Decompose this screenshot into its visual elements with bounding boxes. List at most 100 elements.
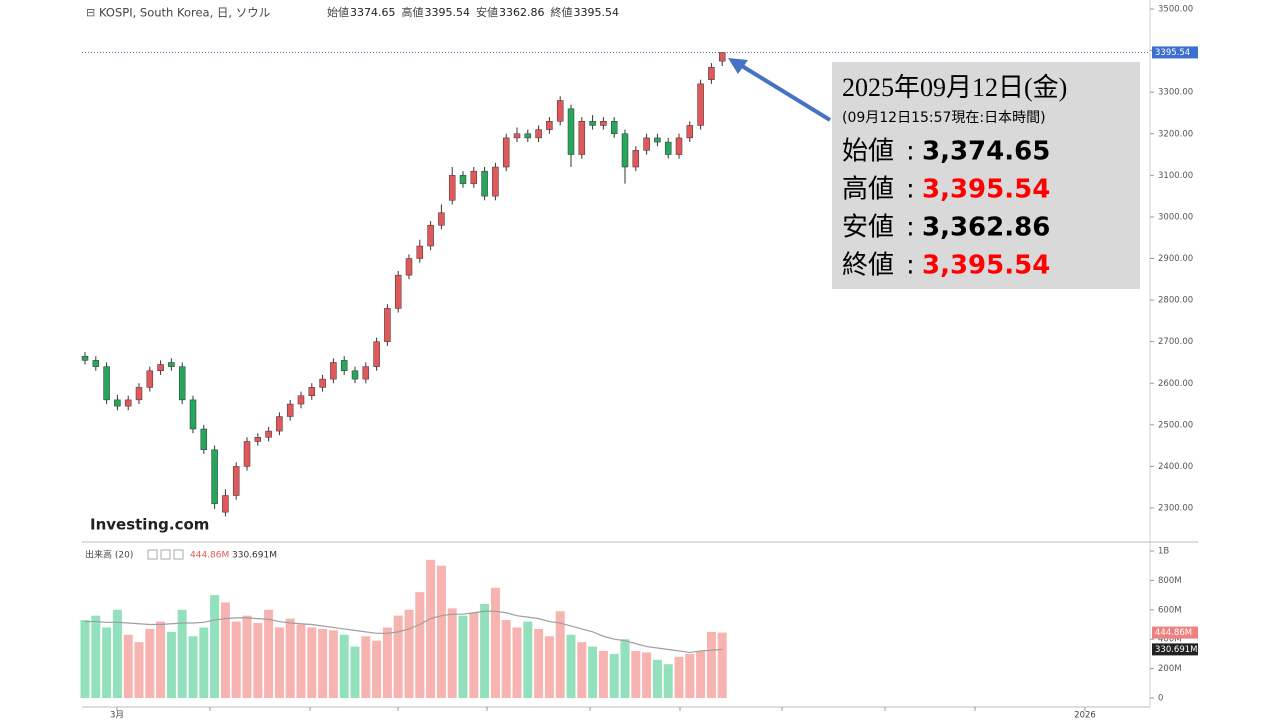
volume-bar xyxy=(102,627,112,698)
candle-body xyxy=(362,366,370,380)
volume-bar xyxy=(447,608,457,698)
candle-body xyxy=(276,416,283,432)
candle-body xyxy=(535,129,542,139)
annotation-sep: : xyxy=(906,213,915,243)
volume-tick-label: 800M xyxy=(1158,576,1182,586)
chart-title: KOSPI, South Korea, 日, ソウル xyxy=(99,6,270,20)
candle-body xyxy=(92,360,100,367)
watermark: Investing.com xyxy=(90,516,209,534)
volume-bar xyxy=(210,595,220,698)
candle-body xyxy=(114,399,121,407)
candle-body xyxy=(664,141,672,155)
candle-body xyxy=(643,137,650,151)
candle-body xyxy=(232,466,240,496)
volume-bar xyxy=(436,565,446,698)
volume-ma-line xyxy=(85,610,723,654)
volume-bar xyxy=(566,634,576,698)
annotation-value: 3,395.54 xyxy=(922,251,1050,281)
volume-bar xyxy=(598,650,608,698)
candle-body xyxy=(211,449,218,505)
y-tick-label: 3200.00 xyxy=(1158,129,1193,139)
volume-bar xyxy=(339,634,349,698)
candle-body xyxy=(394,274,402,309)
y-tick-label: 2400.00 xyxy=(1158,462,1193,472)
candle-body xyxy=(135,387,143,401)
x-tick-label: 2026 xyxy=(1074,711,1096,721)
candle-body xyxy=(600,121,607,126)
volume-tick-label: 0 xyxy=(1158,694,1163,704)
candle-body xyxy=(513,133,521,139)
annotation-value: 3,374.65 xyxy=(922,137,1050,167)
volume-bar xyxy=(188,636,198,698)
ohlc-name: 終値 xyxy=(551,5,573,19)
candle-body xyxy=(524,133,532,139)
candle-body xyxy=(697,83,704,126)
annotation-arrowhead xyxy=(728,58,748,74)
ohlc-value: 3362.86 xyxy=(499,6,545,19)
candle-body xyxy=(438,212,445,226)
y-tick-label: 2900.00 xyxy=(1158,254,1193,264)
volume-bar xyxy=(285,618,295,698)
ohlc-name: 高値 xyxy=(402,5,424,19)
candle-body xyxy=(567,108,575,155)
candle-body xyxy=(124,399,132,407)
volume-bar xyxy=(112,609,122,698)
ohlc-value: 3374.65 xyxy=(350,6,396,19)
volume-bar xyxy=(242,615,252,698)
volume-value: 444.86M xyxy=(190,551,229,561)
volume-bar xyxy=(588,646,598,698)
candle-body xyxy=(632,150,640,168)
volume-tag-label: 444.86M xyxy=(1155,628,1192,638)
volume-bar xyxy=(318,628,328,698)
volume-bar xyxy=(501,620,511,698)
candle-body xyxy=(578,121,586,155)
volume-bar xyxy=(307,627,317,698)
volume-tick-label: 400M xyxy=(1158,635,1182,645)
volume-bar xyxy=(382,627,392,698)
candle-body xyxy=(448,175,456,201)
y-tick-label: 3300.00 xyxy=(1158,88,1193,98)
candle-body xyxy=(286,403,294,417)
volume-bar xyxy=(220,602,230,698)
volume-bar xyxy=(350,646,360,698)
volume-bar xyxy=(512,627,522,698)
y-tick-label: 3100.00 xyxy=(1158,171,1193,181)
candle-body xyxy=(502,137,510,168)
y-tick-label: 3500.00 xyxy=(1158,5,1193,15)
ohlc-name: 始値 xyxy=(327,5,349,19)
y-tick-label: 2500.00 xyxy=(1158,420,1193,430)
candle-body xyxy=(146,370,154,388)
volume-bar xyxy=(145,628,155,698)
volume-bar xyxy=(231,621,241,698)
candle-body xyxy=(178,366,186,401)
volume-bar xyxy=(253,623,263,698)
volume-bar xyxy=(642,652,652,698)
candle-body xyxy=(265,430,272,438)
candle-body xyxy=(81,355,89,361)
candle-body xyxy=(103,366,110,401)
candle-body xyxy=(481,170,488,197)
volume-bar xyxy=(134,642,144,698)
annotation-name: 安値 xyxy=(842,213,894,243)
pane-icon xyxy=(147,549,158,560)
volume-bar xyxy=(458,615,468,698)
volume-tag xyxy=(1152,626,1198,639)
pane-icon xyxy=(173,549,184,560)
candle-body xyxy=(556,100,564,122)
annotation-sep: : xyxy=(906,137,915,167)
x-tick-label: 3月 xyxy=(110,711,124,721)
ma-tag-label: 330.691M xyxy=(1155,645,1197,655)
volume-bar xyxy=(404,609,414,698)
volume-bar xyxy=(123,634,133,698)
volume-bar xyxy=(544,636,554,698)
candle-body xyxy=(330,362,337,380)
candle-body xyxy=(297,395,305,405)
candle-body xyxy=(405,258,413,276)
volume-bar xyxy=(274,627,284,698)
volume-bar xyxy=(296,624,306,698)
volume-bar xyxy=(490,587,500,698)
volume-bar xyxy=(328,630,338,698)
volume-bar xyxy=(717,632,727,698)
ohlc-value: 3395.54 xyxy=(574,6,620,19)
